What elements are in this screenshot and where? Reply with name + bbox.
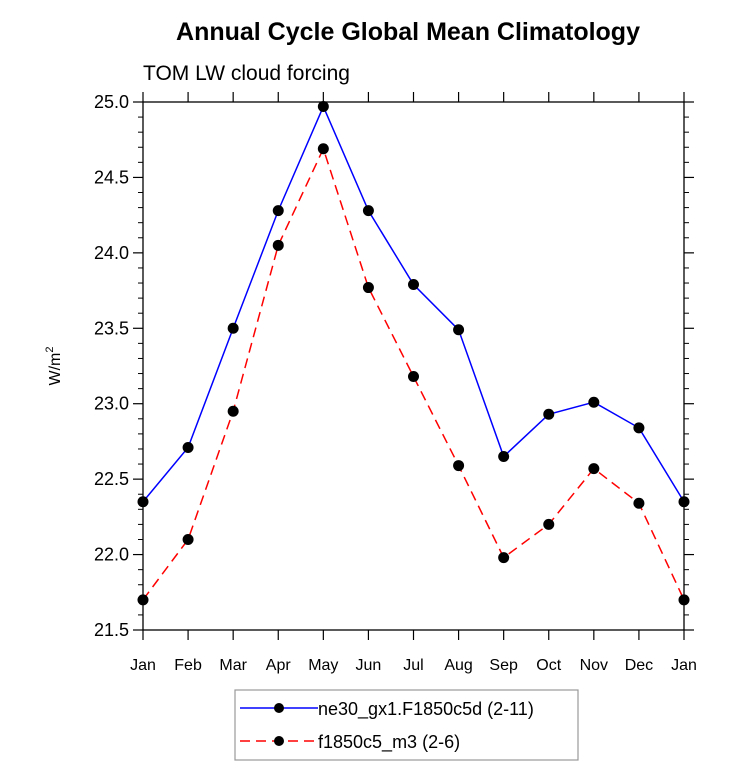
legend-box [234, 689, 579, 761]
x-tick-label: Mar [219, 657, 247, 674]
data-point [453, 460, 465, 472]
data-point [272, 239, 284, 251]
data-point [543, 518, 555, 530]
x-tick-label: Jan [130, 657, 156, 674]
y-axis-label: W/m2 [44, 347, 64, 386]
y-tick-label: 24.0 [94, 243, 129, 263]
x-tick-label: Jan [671, 657, 697, 674]
axes: 21.5 22.0 22.5 23.0 23.5 24.0 24.5 25.0 Jan Feb Ma… [94, 92, 697, 674]
series-2 [137, 143, 690, 606]
data-point [498, 552, 510, 564]
x-tick-label: May [308, 657, 338, 674]
data-point [317, 143, 329, 155]
y-axis-label-superscript: 2 [44, 347, 56, 353]
x-tick-label: Nov [580, 657, 608, 674]
data-point [633, 497, 645, 509]
svg-text:W/m2: W/m2 [44, 347, 64, 386]
y-tick-label: 24.5 [94, 167, 129, 187]
data-point [137, 594, 149, 606]
chart-title: Annual Cycle Global Mean Climatology [176, 18, 640, 46]
legend-marker [274, 703, 284, 713]
data-point [227, 405, 239, 417]
x-tick-label: Oct [536, 657, 561, 674]
x-tick-label: Jul [403, 657, 423, 674]
x-tick-label: Apr [266, 657, 292, 674]
y-tick-label: 25.0 [94, 92, 129, 112]
legend-marker [274, 736, 284, 746]
data-point [362, 205, 374, 217]
data-point [633, 422, 645, 434]
data-point [362, 282, 374, 294]
x-tick-label: Feb [174, 657, 202, 674]
series-group [137, 101, 690, 606]
data-point [678, 496, 690, 508]
chart-subtitle: TOM LW cloud forcing [143, 62, 350, 85]
data-point [317, 101, 329, 113]
data-point [588, 396, 600, 408]
plot-frame [142, 101, 685, 631]
x-tick-label: Sep [489, 657, 518, 674]
data-point [182, 533, 194, 545]
data-point [227, 322, 239, 334]
y-tick-label: 21.5 [94, 620, 129, 640]
series-line [142, 104, 685, 503]
x-tick-label: Jun [356, 657, 382, 674]
data-point [678, 594, 690, 606]
data-point [453, 324, 465, 336]
data-point [543, 408, 555, 420]
data-point [408, 279, 419, 291]
legend-label: f1850c5_m3 (2-6) [318, 732, 460, 753]
y-tick-label: 23.0 [94, 394, 129, 414]
data-point [137, 496, 149, 508]
data-point [182, 441, 194, 453]
x-tick-label: Dec [625, 657, 653, 674]
legend-label: ne30_gx1.F1850c5d (2-11) [318, 699, 534, 720]
data-point [588, 463, 600, 475]
data-point [498, 451, 510, 463]
y-tick-label: 22.0 [94, 545, 129, 565]
y-tick-label: 22.5 [94, 469, 129, 489]
y-tick-label: 23.5 [94, 318, 129, 338]
legend: ne30_gx1.F1850c5d (2-11) f1850c5_m3 (2-6) [234, 689, 579, 761]
series-1 [137, 101, 690, 508]
data-point [408, 371, 419, 383]
data-point [272, 205, 284, 217]
y-axis-label-text: W/m [47, 353, 64, 386]
x-tick-label: Aug [444, 657, 472, 674]
